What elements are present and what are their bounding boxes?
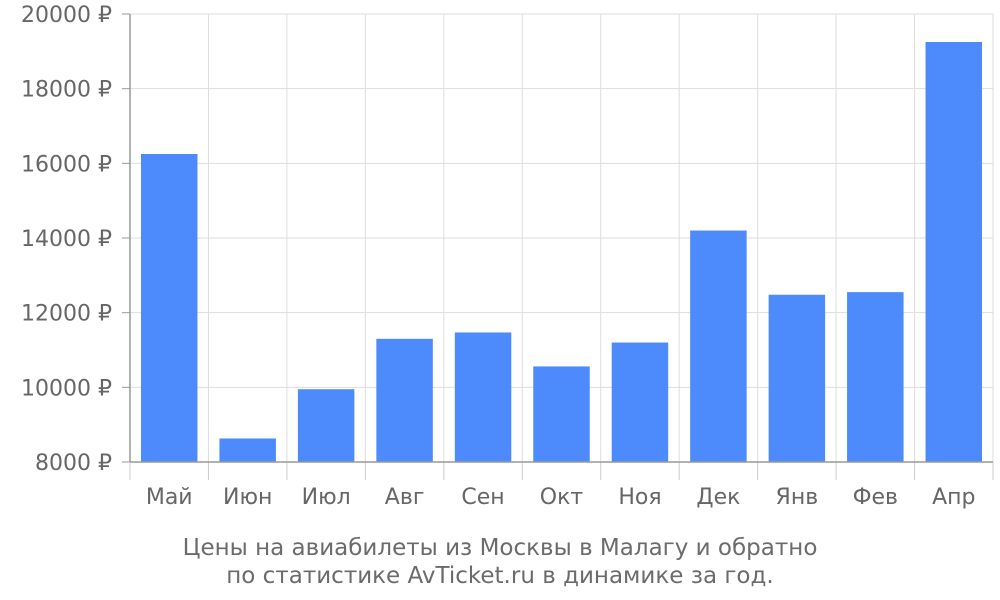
x-tick-labels: Май Июн Июл Авг Сен Окт Ноя Дек Янв Фев Апр (146, 485, 976, 510)
y-tick-label: 12000 ₽ (21, 302, 112, 327)
x-tick-label: Дек (696, 485, 740, 510)
x-tick-label: Июл (302, 485, 351, 510)
y-tick-label: 10000 ₽ (21, 376, 112, 401)
y-tick-label: 8000 ₽ (35, 451, 112, 476)
bar-5 (454, 332, 512, 462)
grid-lines (129, 13, 994, 463)
y-tick-label: 14000 ₽ (21, 227, 112, 252)
bar-2 (219, 438, 276, 462)
y-tick-label: 18000 ₽ (21, 78, 112, 103)
bar-7 (611, 342, 669, 462)
bar-1 (140, 154, 198, 462)
x-tick-label: Ноя (618, 485, 661, 510)
bar-9 (768, 294, 826, 462)
x-tick-label: Июн (223, 485, 272, 510)
bars (140, 42, 983, 462)
y-tick-label: 16000 ₽ (21, 152, 112, 177)
bar-4 (376, 338, 433, 462)
x-tick-label: Фев (853, 485, 898, 510)
bar-6 (533, 366, 590, 462)
axes (122, 13, 994, 480)
x-tick-label: Май (146, 485, 193, 510)
bar-8 (690, 230, 747, 462)
x-tick-label: Апр (932, 485, 975, 510)
bar-3 (297, 389, 355, 462)
x-tick-label: Авг (385, 485, 425, 510)
bar-11 (925, 42, 983, 462)
y-tick-labels: 8000 ₽ 10000 ₽ 12000 ₽ 14000 ₽ 16000 ₽ 18000 … (21, 3, 112, 476)
x-tick-label: Окт (540, 485, 584, 510)
chart-caption-line-1: Цены на авиабилеты из Москвы в Малагу и … (182, 535, 818, 561)
x-tick-label: Янв (776, 485, 819, 510)
chart-caption-line-2: по статистике AvTicket.ru в динамике за … (226, 563, 774, 589)
bar-10 (847, 292, 904, 462)
y-tick-label: 20000 ₽ (21, 3, 112, 28)
x-tick-label: Сен (461, 485, 504, 510)
bar-chart: 8000 ₽ 10000 ₽ 12000 ₽ 14000 ₽ 16000 ₽ 18000 … (21, 3, 994, 510)
